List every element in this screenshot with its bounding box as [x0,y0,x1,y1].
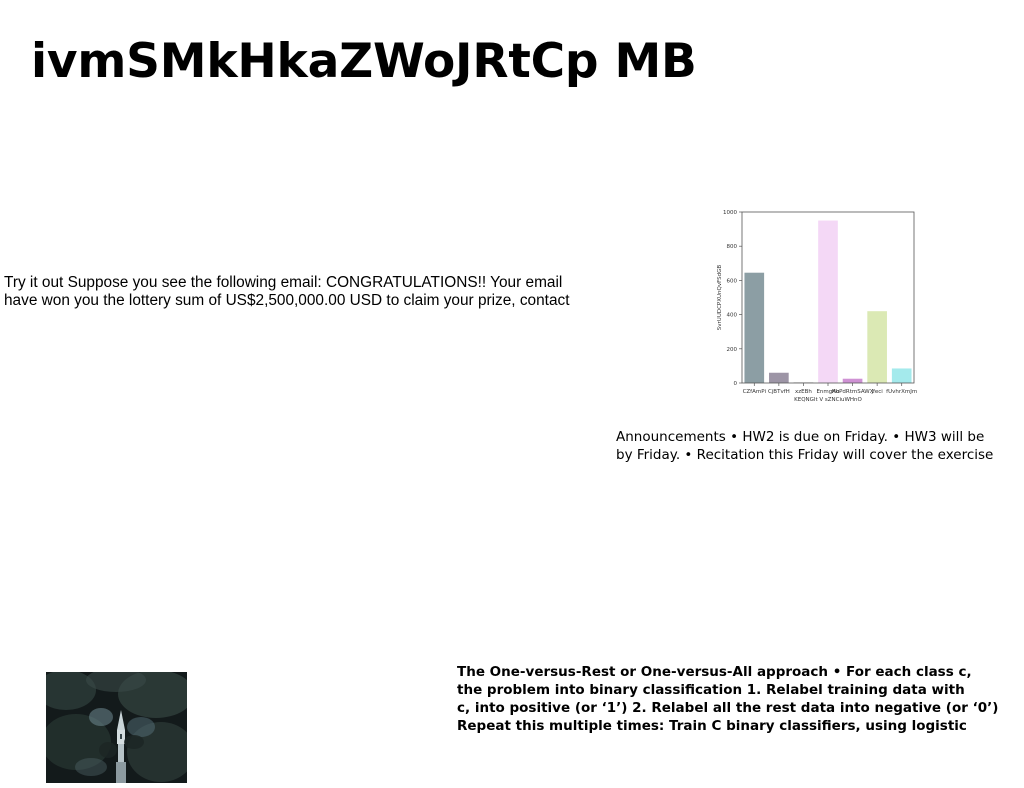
y-tick-label: 800 [727,244,738,250]
ovr-text-line: c, into positive (or ‘1’) 2. Relabel all… [457,700,999,716]
x-tick-label: fUvhrXmJm [886,389,917,395]
announcement-line: Announcements • HW2 is due on Friday. • … [616,429,985,445]
x-tick-label: xzEBh [795,389,812,395]
left-text-block: Try it out Suppose you see the following… [4,274,594,310]
bar-chart-svg: 0 200 400 600 800 1000 CZfAmPi CjBTvfH xzEBh Enmg… [717,210,917,403]
x-tick-label: CjBTvfH [768,389,790,395]
y-axis-label: SvrUUDCPXUnQvFSdGB [717,265,723,331]
slide-title: ivmSMkHkaZWoJRtCp MB [31,34,697,89]
ovr-text-line: the problem into binary classification 1… [457,682,965,698]
ovr-text-line: Repeat this multiple times: Train C bina… [457,718,967,734]
chart-bar [769,372,789,383]
bar-chart: 0 200 400 600 800 1000 CZfAmPi CjBTvfH xzEBh Enmg… [712,205,920,407]
one-versus-rest-text: The One-versus-Rest or One-versus-All ap… [457,663,1022,735]
left-text-line: have won you the lottery sum of US$2,500… [4,292,570,309]
y-tick-label: 400 [727,313,738,319]
ovr-text-line: The One-versus-Rest or One-versus-All ap… [457,664,972,680]
x-tick-label: HoPdRtmSAWX [832,389,874,395]
chart-bar [818,220,838,383]
x-axis-label: KEQNGlt V sZNCiuWHnO [794,397,862,403]
left-text-line: Try it out Suppose you see the following… [4,274,563,291]
y-tick-label: 1000 [723,210,737,216]
announcement-line: by Friday. • Recitation this Friday will… [616,447,994,463]
x-tick-label: EnmgAb [816,389,840,395]
chart-bar [793,382,814,383]
chart-bar [842,378,863,383]
announcements-text: Announcements • HW2 is due on Friday. • … [616,428,1021,464]
y-tick-label: 0 [734,381,738,387]
x-tick-label: jfeci [870,389,883,395]
church-tower-photo [46,672,187,783]
y-tick-label: 600 [727,278,738,284]
x-tick-label: CZfAmPi [743,389,767,395]
chart-bar [867,311,887,383]
chart-bar [744,272,765,383]
chart-bar [891,368,912,383]
y-tick-label: 200 [727,347,738,353]
